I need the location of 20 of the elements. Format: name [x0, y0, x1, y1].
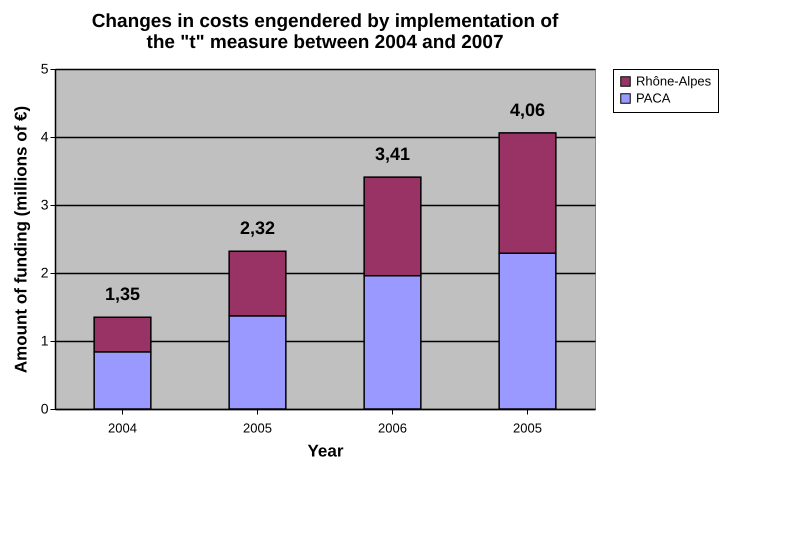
legend-label: Rhône-Alpes [636, 74, 712, 88]
y-tick-label: 5 [40, 60, 49, 76]
x-tick-label: 2005 [513, 420, 542, 436]
total-label: 3,41 [374, 144, 410, 164]
total-label: 2,32 [240, 218, 276, 238]
x-tick-label: 2005 [243, 420, 272, 436]
y-tick-label: 1 [40, 332, 49, 348]
x-tick-label: 2006 [378, 420, 407, 436]
y-tick-label: 4 [40, 128, 49, 144]
legend-label: PACA [636, 90, 671, 106]
total-label: 1,35 [104, 284, 140, 304]
total-label: 4,06 [510, 100, 546, 120]
y-tick-label: 2 [40, 264, 49, 280]
y-tick-label: 3 [40, 196, 49, 212]
y-axis-title: Amount of funding (millions of €) [12, 106, 31, 374]
x-axis-title: Year [308, 442, 344, 460]
text: Changes in costs engendered by implementation of [92, 11, 558, 32]
y-tick-label: 0 [40, 400, 49, 416]
x-tick-label: 2004 [108, 420, 137, 436]
text: the "t" measure between 2004 and 2007 [146, 32, 504, 53]
